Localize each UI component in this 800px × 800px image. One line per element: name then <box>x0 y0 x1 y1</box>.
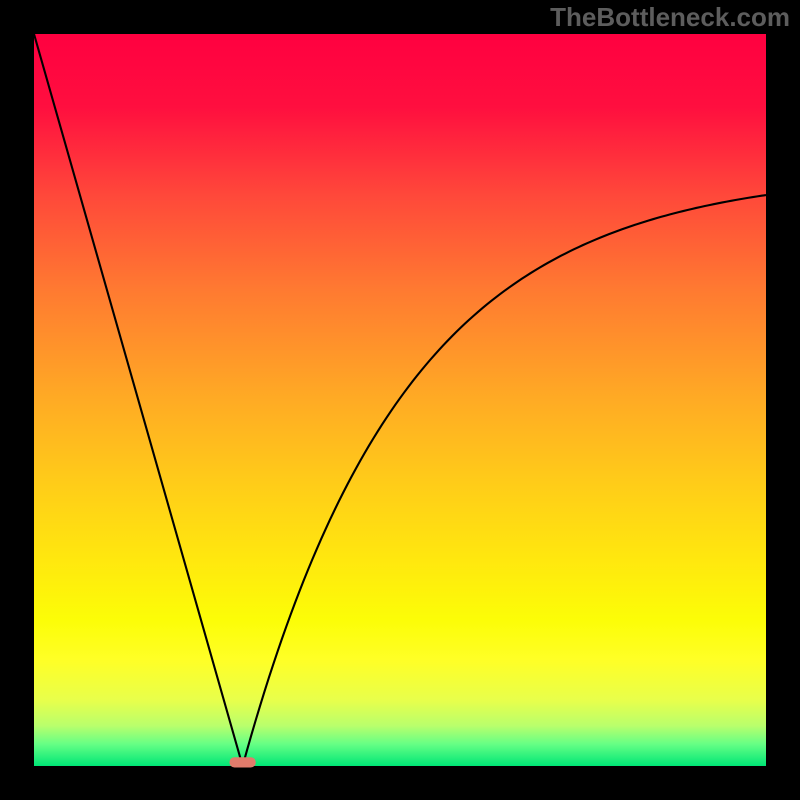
optimal-marker <box>229 757 255 767</box>
gradient-background <box>34 34 766 766</box>
watermark-text: TheBottleneck.com <box>550 2 790 33</box>
chart-container: TheBottleneck.com <box>0 0 800 800</box>
gradient-plot <box>0 0 800 800</box>
